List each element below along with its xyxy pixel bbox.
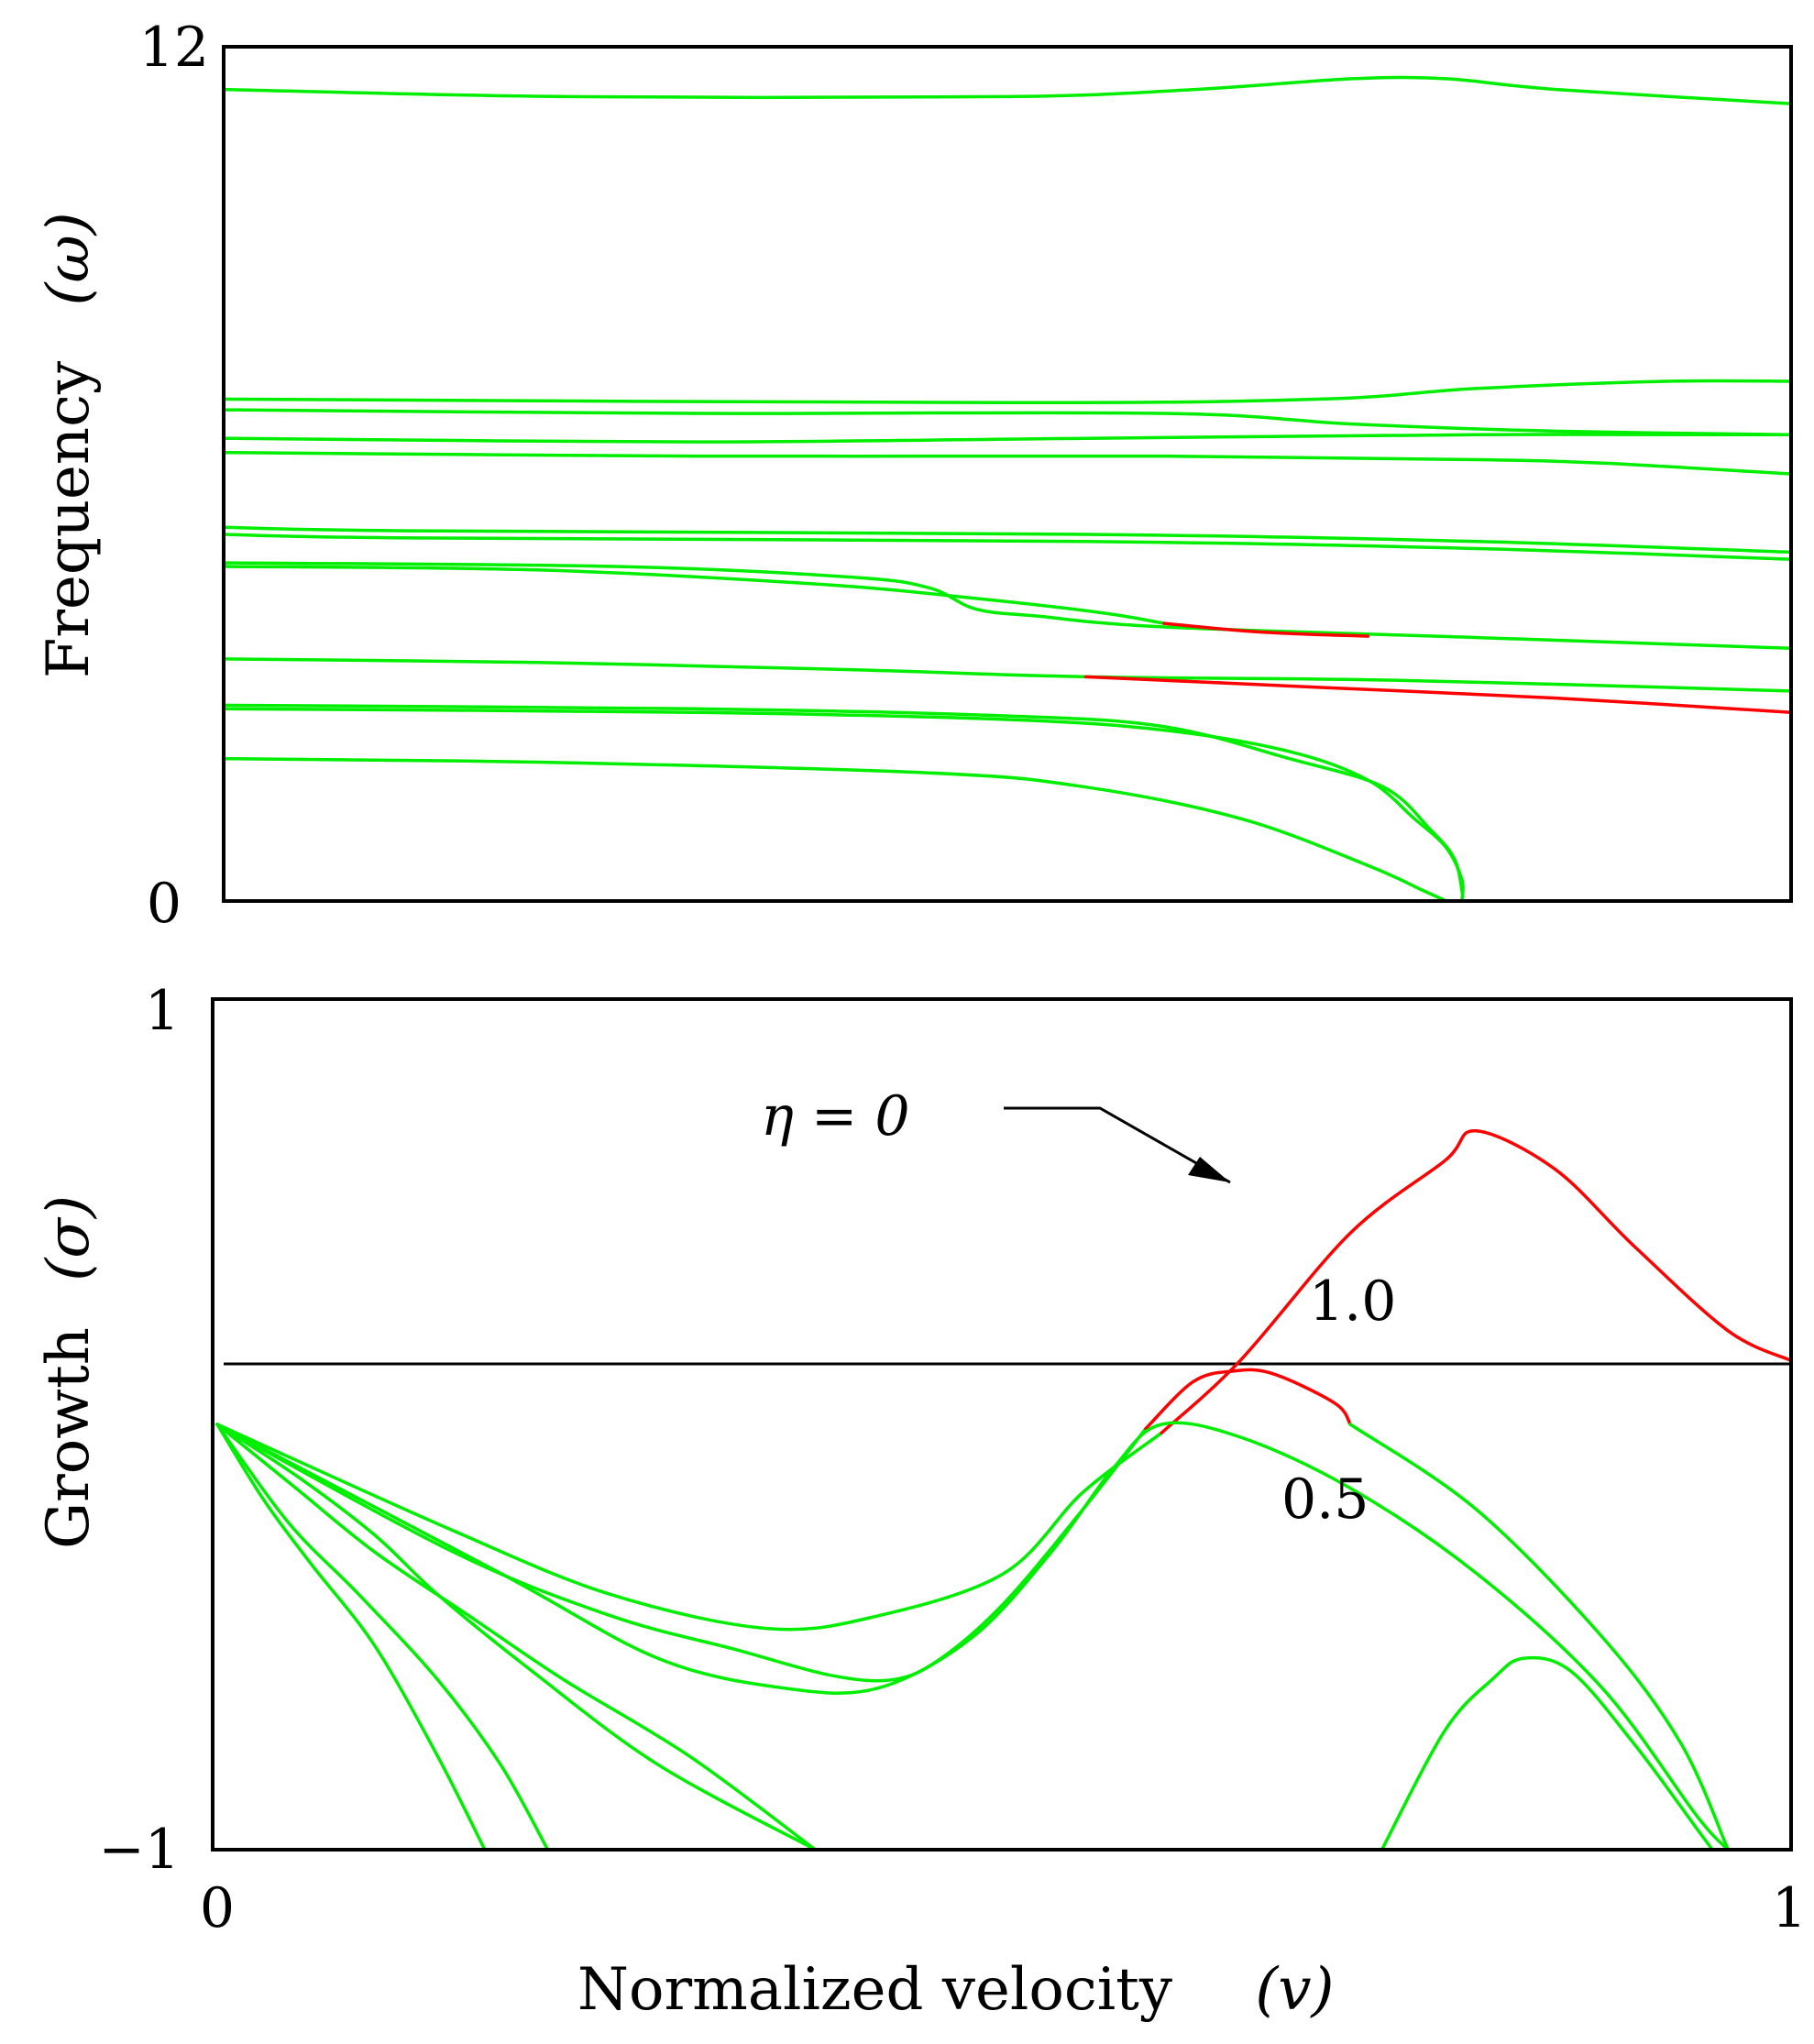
growth-axis-label-text: Growth xyxy=(35,1327,103,1549)
top-mode-1-line xyxy=(222,75,1793,105)
frequency-axis-label-text: Frequency xyxy=(35,361,103,678)
top-mode-8-line xyxy=(222,561,1793,651)
top-mode-4-line xyxy=(222,433,1793,444)
bottom-eta-0-unstable-line xyxy=(1160,1129,1793,1435)
growth-series-group xyxy=(215,1129,1793,1852)
bottom-mode-drop-4-line xyxy=(215,1423,487,1852)
bottom-eta-1.0-unstable-line xyxy=(1144,1368,1352,1431)
bottom-mode-drop-1-line xyxy=(215,1423,818,1852)
growth-axis-label: Growth (σ) xyxy=(35,1195,103,1549)
eta-0-label: η = 0 xyxy=(761,1084,910,1148)
frequency-plot-frame xyxy=(222,45,1793,903)
velocity-xtick-min: 0 xyxy=(200,1876,235,1940)
bottom-mode-drop-3-line xyxy=(215,1423,550,1852)
growth-ytick-max: 1 xyxy=(145,979,180,1043)
velocity-xtick-max: 1 xyxy=(1772,1876,1807,1940)
top-mode-12-line xyxy=(222,703,1465,903)
eta-0-arrowhead xyxy=(1188,1157,1230,1182)
velocity-axis-label-text: Normalized velocity xyxy=(577,1956,1172,2024)
top-mode-11-line xyxy=(222,707,1465,903)
top-mode-10-line xyxy=(222,657,1793,693)
frequency-axis-label: Frequency (ω) xyxy=(35,212,103,678)
bottom-eta-0.5-line xyxy=(215,1421,1731,1852)
top-mode-2-line xyxy=(222,379,1793,405)
growth-panel: 1 −1 0 1 Growth (σ) Normalized velocity … xyxy=(35,979,1807,2024)
top-mode-5-line xyxy=(222,450,1793,476)
top-mode-9-unstable-line xyxy=(1162,621,1370,638)
frequency-ytick-min: 0 xyxy=(147,872,181,936)
top-mode-3-line xyxy=(222,408,1793,437)
top-mode-9-line xyxy=(222,565,1166,625)
bottom-mode-drop-2-line xyxy=(215,1423,818,1852)
eta-0-arrow-line xyxy=(1004,1106,1231,1184)
frequency-series-group xyxy=(222,75,1793,903)
eta-0.5-label: 0.5 xyxy=(1281,1467,1369,1532)
top-mode-13-line xyxy=(222,756,1448,903)
growth-plot-frame xyxy=(211,997,1793,1852)
bottom-eta-1.0-stable-line xyxy=(215,1423,1148,1683)
bottom-eta-0-stable-line xyxy=(215,1423,1163,1632)
velocity-axis-label: Normalized velocity (v) xyxy=(577,1956,1334,2024)
growth-ytick-min: −1 xyxy=(99,1818,180,1882)
bottom-mode-bump-line xyxy=(1380,1655,1714,1852)
top-mode-10-unstable-line xyxy=(1083,675,1793,714)
frequency-axis-symbol: (ω) xyxy=(35,212,103,305)
growth-axis-symbol: (σ) xyxy=(35,1195,103,1281)
frequency-panel: 12 0 Frequency (ω) xyxy=(35,16,1793,936)
bottom-eta-1.0-tail-line xyxy=(1348,1423,1731,1852)
frequency-ytick-max: 12 xyxy=(139,16,209,80)
velocity-axis-symbol: (v) xyxy=(1255,1956,1334,2024)
top-mode-7-line xyxy=(222,533,1793,561)
top-mode-6-line xyxy=(222,525,1793,555)
eta-1.0-label: 1.0 xyxy=(1309,1269,1396,1334)
